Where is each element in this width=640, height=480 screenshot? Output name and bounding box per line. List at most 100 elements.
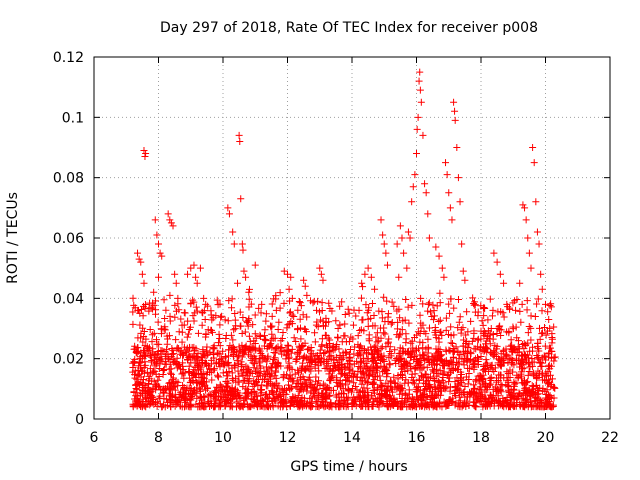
roti-point-mid — [478, 317, 486, 325]
roti-point-mid — [317, 316, 325, 324]
roti-point-background — [280, 371, 288, 379]
roti-point-mid — [283, 324, 291, 332]
roti-point — [224, 204, 232, 212]
roti-point-mid — [267, 323, 275, 331]
roti-point-background — [364, 315, 372, 323]
roti-point — [545, 315, 553, 323]
roti-point-background — [276, 347, 284, 355]
roti-point-background — [138, 402, 146, 410]
roti-point-background — [354, 350, 362, 358]
roti-point-background — [288, 384, 296, 392]
roti-point-background — [179, 366, 187, 374]
roti-point — [136, 309, 144, 317]
roti-point-background — [235, 352, 243, 360]
roti-point — [421, 180, 429, 188]
roti-point-mid — [531, 312, 539, 320]
roti-point — [284, 270, 291, 278]
roti-point-mid — [402, 295, 410, 303]
roti-point-background — [309, 383, 317, 391]
roti-point-background — [369, 402, 377, 410]
roti-point-background — [502, 396, 510, 404]
roti-point-background — [390, 373, 398, 381]
roti-point-background — [397, 370, 405, 378]
roti-point-mid — [325, 299, 333, 307]
roti-point-background — [545, 391, 553, 399]
roti-point-background — [240, 376, 248, 384]
roti-point-background — [214, 373, 222, 381]
roti-point-background — [210, 366, 218, 374]
roti-point-mid — [203, 343, 211, 351]
roti-point-background — [523, 396, 531, 404]
roti-point — [533, 228, 541, 236]
roti-point-background — [288, 345, 296, 353]
roti-point-mid — [416, 311, 424, 319]
roti-point-background — [476, 398, 484, 406]
roti-point — [456, 198, 464, 206]
roti-point-background — [380, 293, 388, 301]
roti-point-background — [380, 358, 388, 366]
roti-point-mid — [511, 297, 519, 305]
roti-point-background — [396, 390, 404, 398]
roti-point — [411, 171, 419, 179]
roti-point-background — [390, 302, 398, 310]
x-tick-label: 8 — [154, 430, 163, 446]
roti-point-background — [283, 364, 291, 372]
roti-point-mid — [436, 329, 444, 337]
roti-point-mid — [424, 307, 432, 315]
roti-point-background — [332, 317, 340, 325]
roti-point-mid — [384, 313, 392, 321]
roti-point-mid — [354, 341, 362, 349]
roti-point-background — [181, 349, 189, 357]
roti-point — [245, 288, 253, 296]
roti-point-mid — [422, 330, 430, 338]
roti-point — [190, 261, 198, 269]
roti-point-background — [180, 395, 188, 403]
roti-point-background — [368, 358, 376, 366]
roti-point-background — [541, 342, 549, 350]
roti-point — [187, 264, 195, 272]
roti-point — [530, 159, 538, 167]
roti-point-mid — [216, 334, 224, 342]
roti-point-background — [208, 400, 216, 408]
roti-point-mid — [470, 360, 478, 368]
roti-point-background — [202, 300, 210, 308]
roti-point-mid — [273, 358, 281, 366]
roti-point-background — [239, 314, 247, 322]
roti-point — [404, 228, 412, 236]
roti-point-background — [482, 400, 490, 408]
roti-point-mid — [261, 326, 269, 334]
roti-point-background — [165, 385, 173, 393]
roti-point — [413, 150, 420, 158]
roti-point-background — [188, 371, 196, 379]
roti-point-mid — [450, 344, 458, 352]
roti-point — [151, 216, 159, 224]
roti-point-background — [171, 301, 179, 309]
roti-point — [400, 249, 408, 257]
roti-point-background — [411, 353, 419, 361]
roti-point-mid — [301, 325, 309, 333]
roti-point-background — [529, 343, 537, 351]
roti-point — [158, 252, 166, 260]
roti-point-background — [274, 384, 282, 392]
roti-point-background — [484, 361, 492, 369]
roti-point-background — [392, 360, 400, 368]
roti-point-background — [273, 388, 281, 396]
roti-point-background — [327, 402, 335, 410]
roti-point-mid — [496, 356, 504, 364]
roti-point-background — [198, 378, 206, 386]
roti-point-background — [284, 342, 292, 350]
roti-point-background — [272, 394, 280, 402]
roti-point-background — [306, 395, 314, 403]
roti-point-background — [462, 373, 470, 381]
roti-point-mid — [385, 360, 393, 368]
roti-point-background — [221, 353, 229, 361]
roti-point-background — [294, 403, 302, 411]
roti-point-mid — [364, 322, 372, 330]
roti-point-mid — [336, 321, 344, 329]
roti-point-background — [310, 393, 318, 401]
roti-point-background — [445, 378, 453, 386]
roti-point-mid — [296, 315, 304, 323]
roti-point-background — [439, 374, 447, 382]
roti-point-background — [169, 400, 177, 408]
roti-point-background — [173, 354, 181, 362]
